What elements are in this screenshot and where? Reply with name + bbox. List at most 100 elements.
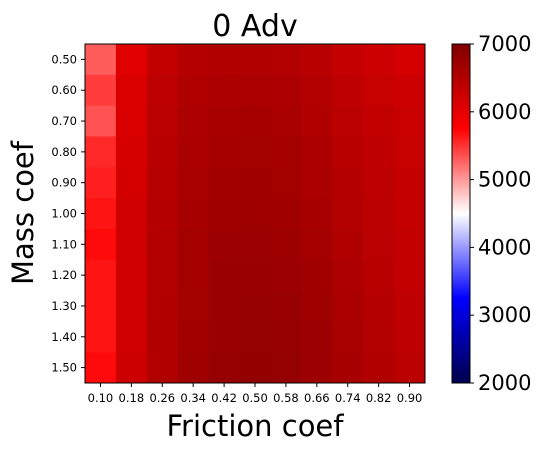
heatmap-cell xyxy=(332,352,364,384)
heatmap-cell xyxy=(177,321,210,353)
heatmap-cell xyxy=(239,198,271,230)
heatmap-cell xyxy=(85,136,117,168)
heatmap-cell xyxy=(270,44,302,76)
heatmap-cell xyxy=(332,198,364,230)
heatmap-cell xyxy=(270,167,302,199)
heatmap-cell xyxy=(85,74,117,107)
heatmap-cell xyxy=(177,228,210,261)
heatmap-cell xyxy=(177,352,210,384)
heatmap-cell xyxy=(301,44,333,76)
heatmap-cell xyxy=(146,198,179,230)
x-tick-label: 0.42 xyxy=(211,391,237,405)
y-tick-label: 0.90 xyxy=(51,176,77,190)
heatmap-cell xyxy=(301,74,333,107)
y-tick-label: 1.30 xyxy=(51,299,77,313)
colorbar-tick-label: 6000 xyxy=(478,100,531,124)
heatmap-cell xyxy=(394,259,426,291)
heatmap-cell xyxy=(177,290,210,322)
y-tick-label: 1.20 xyxy=(51,268,77,282)
heatmap-cell xyxy=(146,290,179,322)
heatmap-cell xyxy=(177,105,210,137)
heatmap-cell xyxy=(301,290,333,322)
heatmap-cell xyxy=(115,228,148,261)
heatmap-cell xyxy=(332,259,364,291)
heatmap-cell xyxy=(239,321,271,353)
heatmap-cell xyxy=(146,167,179,199)
heatmap-cell xyxy=(394,74,426,107)
heatmap-cell xyxy=(146,352,179,384)
y-tick-label: 0.80 xyxy=(51,145,77,159)
heatmap-cell xyxy=(146,105,179,137)
x-tick-label: 0.82 xyxy=(366,391,392,405)
x-tick-label: 0.26 xyxy=(149,391,175,405)
heatmap-cell xyxy=(363,105,395,137)
colorbar-tick-label: 5000 xyxy=(478,168,531,192)
heatmap-cell xyxy=(363,198,395,230)
y-axis: 0.50 0.60 0.70 0.80 0.90 1.00 1.10 1.20 1.30 1.40… xyxy=(51,52,85,375)
heatmap-cell xyxy=(85,321,117,353)
heatmap-cell xyxy=(270,105,302,137)
heatmap-cell xyxy=(177,136,210,168)
heatmap-cell xyxy=(85,352,117,384)
y-axis-label: Mass coef xyxy=(6,140,40,285)
heatmap-cell xyxy=(270,321,302,353)
heatmap-cell xyxy=(332,74,364,107)
x-axis-label: Friction coef xyxy=(166,409,344,443)
x-tick-label: 0.34 xyxy=(180,391,206,405)
heatmap-cell xyxy=(208,44,240,76)
heatmap-cell xyxy=(177,259,210,291)
heatmap-cell xyxy=(115,44,148,76)
heatmap-cell xyxy=(394,198,426,230)
heatmap-cell xyxy=(177,74,210,107)
heatmap-cell xyxy=(270,74,302,107)
heatmap-cell xyxy=(394,228,426,261)
colorbar-tick-label: 3000 xyxy=(478,303,531,327)
heatmap-cell xyxy=(239,290,271,322)
heatmap-cell xyxy=(301,198,333,230)
heatmap-cell xyxy=(270,198,302,230)
heatmap-cell xyxy=(332,290,364,322)
heatmap-cell xyxy=(146,44,179,76)
y-tick-label: 1.00 xyxy=(51,207,77,221)
y-tick-label: 0.50 xyxy=(51,52,77,66)
y-tick-label: 1.10 xyxy=(51,237,77,251)
heatmap-cell xyxy=(394,321,426,353)
x-axis: 0.10 0.18 0.26 0.34 0.42 0.50 0.58 0.66 0.74 0.82… xyxy=(88,383,422,405)
heatmap-cell xyxy=(208,259,240,291)
heatmap-cell xyxy=(363,352,395,384)
heatmap-cell xyxy=(332,44,364,76)
colorbar-tick-label: 7000 xyxy=(478,32,531,56)
x-tick-label: 0.10 xyxy=(88,391,114,405)
heatmap-cell xyxy=(394,167,426,199)
heatmap-cell xyxy=(270,259,302,291)
heatmap-cell xyxy=(332,105,364,137)
heatmap-cell xyxy=(270,228,302,261)
heatmap-cell xyxy=(363,74,395,107)
heatmap-cell xyxy=(146,136,179,168)
x-tick-label: 0.58 xyxy=(273,391,299,405)
x-tick-label: 0.74 xyxy=(335,391,361,405)
heatmap-cell xyxy=(239,105,271,137)
heatmap-cell xyxy=(208,290,240,322)
heatmap-cell xyxy=(239,259,271,291)
heatmap-cell xyxy=(208,136,240,168)
heatmap-cell xyxy=(115,321,148,353)
heatmap-cell xyxy=(301,136,333,168)
heatmap-cell xyxy=(239,228,271,261)
heatmap-cell xyxy=(146,74,179,107)
heatmap-cell xyxy=(208,228,240,261)
heatmap-cell xyxy=(85,105,117,137)
heatmap-cell xyxy=(301,167,333,199)
heatmap-cell xyxy=(301,259,333,291)
heatmap-cell xyxy=(270,290,302,322)
heatmap-cell xyxy=(332,167,364,199)
heatmap-cell xyxy=(115,105,148,137)
heatmap-cell xyxy=(115,198,148,230)
heatmap-cell xyxy=(394,136,426,168)
x-tick-label: 0.18 xyxy=(119,391,145,405)
colorbar-tick-label: 4000 xyxy=(478,235,531,259)
heatmap-cell xyxy=(363,228,395,261)
heatmap-cell xyxy=(239,44,271,76)
heatmap-cell xyxy=(301,352,333,384)
